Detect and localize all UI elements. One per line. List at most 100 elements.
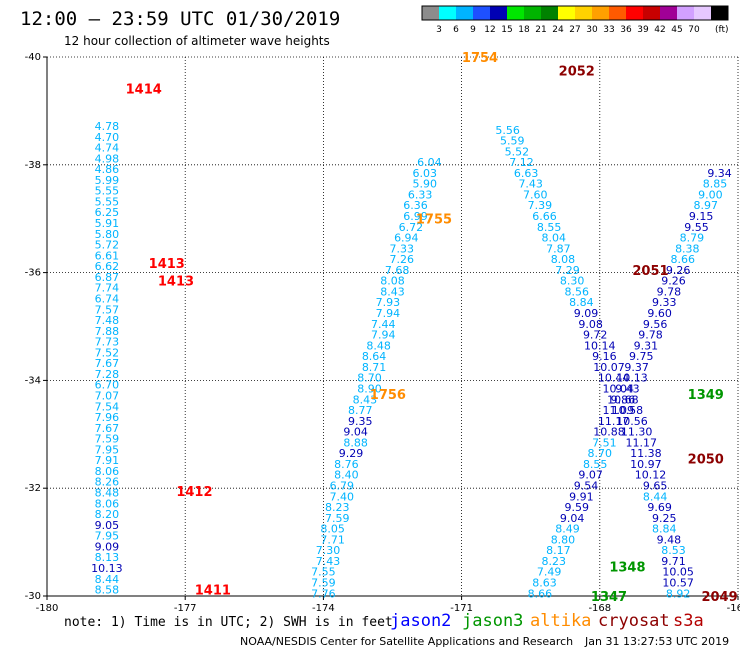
colorbar-tick-label: 36: [620, 25, 632, 35]
wave-height-value: 8.56: [565, 285, 590, 298]
wave-height-value: 6.66: [532, 210, 557, 223]
wave-height-value: 7.28: [95, 368, 120, 381]
wave-height-value: 8.04: [541, 232, 566, 245]
wave-height-value: 10.13: [91, 562, 123, 575]
wave-height-value: 9.60: [647, 307, 672, 320]
wave-height-value: 4.86: [95, 163, 120, 176]
wave-height-value: 7.68: [385, 264, 410, 277]
wave-height-value: 8.48: [366, 339, 391, 352]
wave-height-value: 9.25: [652, 512, 677, 525]
wave-height-value: 9.54: [574, 480, 599, 493]
satellite-legend-jason3: jason3: [462, 611, 523, 631]
wave-height-value: 10.57: [662, 577, 694, 590]
wave-height-value: 8.70: [357, 372, 382, 385]
pass-label: 1411: [195, 584, 231, 599]
wave-height-value: 6.36: [403, 199, 428, 212]
colorbar-tick-label: 9: [470, 25, 476, 35]
track-B: 7.767.597.557.437.307.718.057.598.237.40…: [311, 156, 441, 600]
wave-height-value: 8.38: [675, 242, 700, 255]
satellite-legend-jason2: jason2: [390, 611, 451, 631]
colorbar-tick-label: 24: [552, 25, 564, 35]
wave-height-value: 10.05: [662, 566, 694, 579]
wave-height-value: 8.17: [546, 544, 571, 557]
wave-height-value: 8.63: [532, 577, 557, 590]
wave-height-value: 9.35: [348, 415, 373, 428]
wave-height-value: 7.59: [311, 577, 336, 590]
wave-height-value: 5.80: [95, 228, 120, 241]
colorbar-tick-label: 12: [484, 25, 495, 35]
wave-height-value: 8.44: [95, 573, 120, 586]
legend-note: note: 1) Time is in UTC; 2) SWH is in fe…: [64, 615, 393, 630]
wave-height-value: 9.55: [684, 221, 709, 234]
wave-height-value: 7.94: [371, 329, 396, 342]
colorbar-swatch: [473, 6, 491, 20]
wave-height-value: 5.56: [495, 124, 520, 137]
wave-height-value: 7.73: [95, 336, 120, 349]
pass-label: 1414: [126, 82, 162, 97]
x-tick-label: -171: [450, 603, 473, 614]
colorbar-swatch: [507, 6, 525, 20]
wave-height-value: 6.33: [408, 188, 433, 201]
pass-label: 1348: [609, 560, 645, 575]
pass-label: 1755: [416, 213, 452, 228]
colorbar-swatch: [643, 6, 661, 20]
chart-title: 12:00 — 23:59 UTC 01/30/2019: [20, 8, 340, 30]
wave-height-value: 10.88: [593, 426, 625, 439]
wave-height-value: 8.55: [583, 458, 608, 471]
wave-height-value: 6.70: [95, 379, 120, 392]
track-D: 8.9210.5710.059.718.539.488.849.259.698.…: [495, 124, 693, 601]
footer-credit: NOAA/NESDIS Center for Satellite Applica…: [240, 635, 573, 648]
y-tick-label: -36: [25, 268, 41, 279]
colorbar-swatch: [609, 6, 627, 20]
y-tick-label: -34: [25, 375, 41, 386]
wave-height-value: 6.61: [95, 249, 120, 262]
data-tracks: 8.588.4410.138.139.097.959.058.208.068.4…: [91, 120, 732, 600]
wave-height-value: 6.04: [417, 156, 442, 169]
wave-height-value: 9.00: [698, 188, 723, 201]
colorbar-frame: [421, 5, 729, 21]
colorbar-tick-label: 27: [569, 25, 580, 35]
wave-height-value: 7.93: [376, 296, 401, 309]
colorbar-tick-label: 3: [436, 25, 442, 35]
wave-height-value: 7.76: [311, 587, 336, 600]
track-A: 8.588.4410.138.139.097.959.058.208.068.4…: [91, 120, 123, 597]
pass-labels: 1411141214131413141413471348134913501756…: [126, 51, 738, 605]
wave-height-value: 8.49: [555, 523, 580, 536]
colorbar-swatch: [575, 6, 593, 20]
wave-height-value: 7.44: [371, 318, 396, 331]
wave-height-value: 9.75: [629, 350, 654, 363]
colorbar-tick-label: 42: [654, 25, 665, 35]
wave-height-value: 7.88: [95, 325, 120, 338]
wave-height-value: 7.87: [546, 242, 571, 255]
wave-height-value: 9.71: [661, 555, 686, 568]
wave-height-value: 7.26: [389, 253, 414, 266]
wave-height-value: 8.66: [670, 253, 695, 266]
wave-height-value: 9.91: [569, 490, 594, 503]
wave-height-value: 6.87: [95, 271, 120, 284]
colorbar-swatch: [524, 6, 542, 20]
wave-height-value: 9.04: [343, 426, 368, 439]
wave-height-value: 7.12: [509, 156, 534, 169]
colorbar-swatch: [694, 6, 712, 20]
colorbar-tick-label: 33: [603, 25, 614, 35]
wave-height-value: 4.70: [95, 131, 120, 144]
axes: -180 -177 -174 -171 -168 -165 -30 -32 -34 -36 -38 -…: [25, 52, 740, 614]
wave-height-value: 4.98: [95, 152, 120, 165]
wave-height-value: 8.06: [95, 465, 120, 478]
wave-height-value: 6.94: [394, 232, 419, 245]
colorbar-tick-label: 6: [453, 25, 459, 35]
wave-height-value: 7.49: [537, 566, 562, 579]
wave-height-value: 9.05: [95, 519, 120, 532]
wave-height-value: 5.55: [95, 185, 120, 198]
wave-height-value: 7.95: [95, 530, 120, 543]
wave-height-value: 6.63: [514, 167, 539, 180]
wave-height-value: 8.44: [643, 490, 668, 503]
track-C: 8.668.637.498.238.178.808.499.049.599.91…: [528, 167, 732, 600]
wave-height-value: 8.85: [703, 178, 728, 191]
wave-height-value: 9.04: [560, 512, 585, 525]
wave-height-value: 7.67: [95, 357, 120, 370]
wave-height-value: 8.84: [569, 296, 594, 309]
x-tick-label: -174: [312, 603, 335, 614]
wave-height-value: 11.38: [630, 447, 662, 460]
